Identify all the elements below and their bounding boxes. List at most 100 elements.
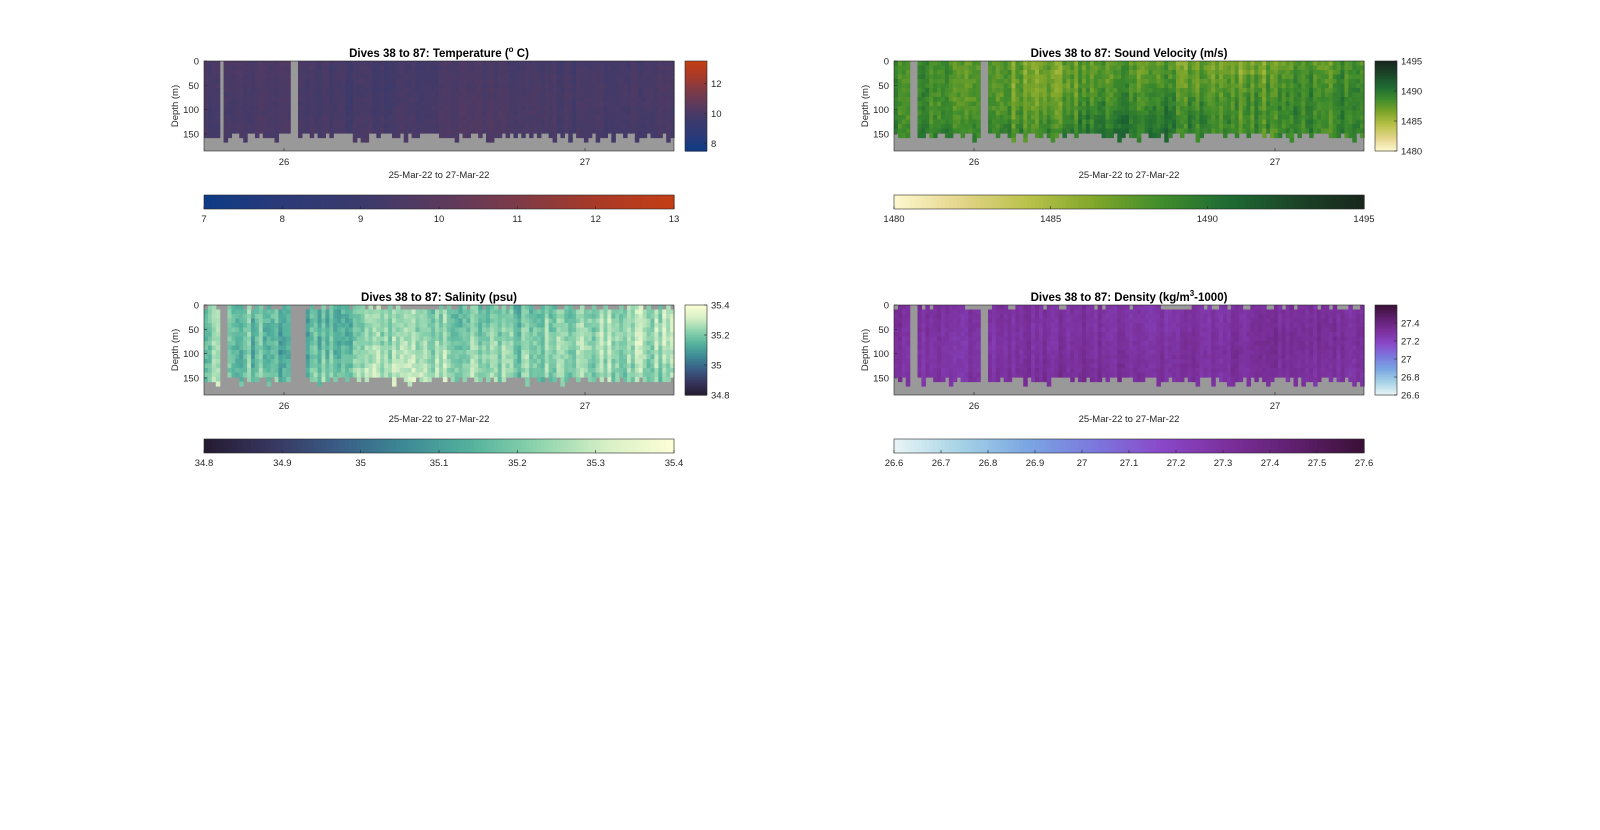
- heatmap-cell: [976, 74, 981, 80]
- colorbar-segment: [1375, 101, 1397, 104]
- heatmap-cell: [395, 106, 401, 112]
- heatmap-cell: [1219, 92, 1224, 98]
- heatmap-cell: [376, 61, 381, 67]
- heatmap-cell: [1356, 110, 1361, 116]
- heatmap-cell: [462, 124, 468, 130]
- heatmap-cell: [298, 83, 303, 89]
- heatmap-cell: [1207, 83, 1212, 89]
- heatmap-cell: [595, 74, 601, 80]
- heatmap-cell: [1199, 70, 1205, 76]
- heatmap-cell: [215, 372, 221, 378]
- heatmap-cell: [1144, 124, 1150, 130]
- heatmap-cell: [944, 83, 950, 89]
- colorbar-segment: [348, 195, 354, 209]
- heatmap-cell: [439, 106, 444, 112]
- heatmap-cell: [1270, 83, 1275, 89]
- heatmap-cell: [560, 70, 565, 76]
- heatmap-cell: [341, 88, 346, 94]
- heatmap-cell: [1046, 61, 1052, 67]
- heatmap-cell: [925, 92, 930, 98]
- heatmap-cell: [1023, 115, 1028, 121]
- heatmap-cell: [1219, 128, 1224, 134]
- heatmap-cell: [591, 124, 597, 130]
- heatmap-cell: [658, 106, 663, 112]
- colorbar-segment: [407, 195, 413, 209]
- heatmap-cell: [627, 124, 632, 130]
- colorbar-segment: [286, 195, 291, 209]
- heatmap-cell: [1273, 79, 1279, 85]
- heatmap-cell: [1109, 128, 1114, 134]
- heatmap-cell: [1070, 65, 1075, 71]
- heatmap-cell: [964, 128, 970, 134]
- heatmap-cell: [1062, 119, 1067, 125]
- heatmap-cell: [1230, 128, 1236, 134]
- heatmap-cell: [552, 128, 558, 134]
- heatmap-cell: [482, 83, 487, 89]
- heatmap-cell: [1082, 101, 1087, 107]
- heatmap-cell: [1172, 70, 1177, 76]
- heatmap-cell: [372, 350, 377, 356]
- heatmap-cell: [1215, 65, 1220, 71]
- heatmap-cell: [262, 341, 268, 347]
- heatmap-cell: [952, 79, 958, 85]
- heatmap-cell: [1183, 65, 1189, 71]
- heatmap-cell: [489, 133, 495, 139]
- heatmap-cell: [548, 115, 554, 121]
- heatmap-cell: [399, 119, 405, 125]
- heatmap-cell: [364, 363, 370, 369]
- heatmap-cell: [917, 88, 923, 94]
- heatmap-cell: [1129, 97, 1134, 103]
- heatmap-cell: [1277, 83, 1283, 89]
- heatmap-cell: [568, 83, 573, 89]
- heatmap-cell: [1246, 83, 1252, 89]
- heatmap-cell: [325, 359, 330, 365]
- heatmap-cell: [298, 119, 303, 125]
- heatmap-cell: [1027, 119, 1032, 125]
- heatmap-cell: [278, 119, 283, 125]
- heatmap-cell: [262, 115, 268, 121]
- heatmap-cell: [493, 83, 499, 89]
- heatmap-cell: [376, 65, 381, 71]
- heatmap-cell: [1062, 65, 1067, 71]
- heatmap-cell: [1011, 101, 1017, 107]
- heatmap-cell: [1289, 70, 1295, 76]
- heatmap-cell: [388, 305, 393, 311]
- heatmap-cell: [533, 70, 538, 76]
- heatmap-cell: [274, 115, 280, 121]
- heatmap-cell: [493, 115, 499, 121]
- heatmap-cell: [517, 88, 522, 94]
- heatmap-cell: [368, 74, 374, 80]
- heatmap-cell: [251, 372, 256, 378]
- heatmap-cell: [544, 61, 550, 67]
- heatmap-cell: [345, 345, 350, 351]
- heatmap-cell: [1011, 70, 1017, 76]
- heatmap-cell: [415, 106, 421, 112]
- heatmap-cell: [619, 128, 624, 134]
- heatmap-cell: [325, 70, 330, 76]
- heatmap-cell: [901, 133, 907, 139]
- heatmap-cell: [270, 128, 276, 134]
- heatmap-cell: [654, 88, 659, 94]
- heatmap-cell: [395, 119, 401, 125]
- heatmap-cell: [627, 115, 632, 121]
- heatmap-cell: [1305, 124, 1310, 130]
- colorbar-segment: [1375, 94, 1397, 97]
- heatmap-cell: [1281, 65, 1287, 71]
- heatmap-cell: [1121, 119, 1126, 125]
- heatmap-cell: [1156, 92, 1161, 98]
- heatmap-cell: [1226, 97, 1232, 103]
- heatmap-cell: [1324, 97, 1330, 103]
- heatmap-cell: [493, 70, 499, 76]
- heatmap-cell: [262, 70, 268, 76]
- colorbar-segment: [1375, 100, 1397, 103]
- heatmap-cell: [1105, 92, 1111, 98]
- heatmap-cell: [215, 61, 221, 67]
- heatmap-cell: [262, 323, 268, 329]
- heatmap-cell: [466, 79, 471, 85]
- heatmap-cell: [399, 110, 405, 116]
- heatmap-cell: [360, 363, 366, 369]
- colorbar-segment: [587, 195, 593, 209]
- heatmap-cell: [1309, 74, 1314, 80]
- heatmap-cell: [1262, 101, 1267, 107]
- heatmap-cell: [1317, 119, 1322, 125]
